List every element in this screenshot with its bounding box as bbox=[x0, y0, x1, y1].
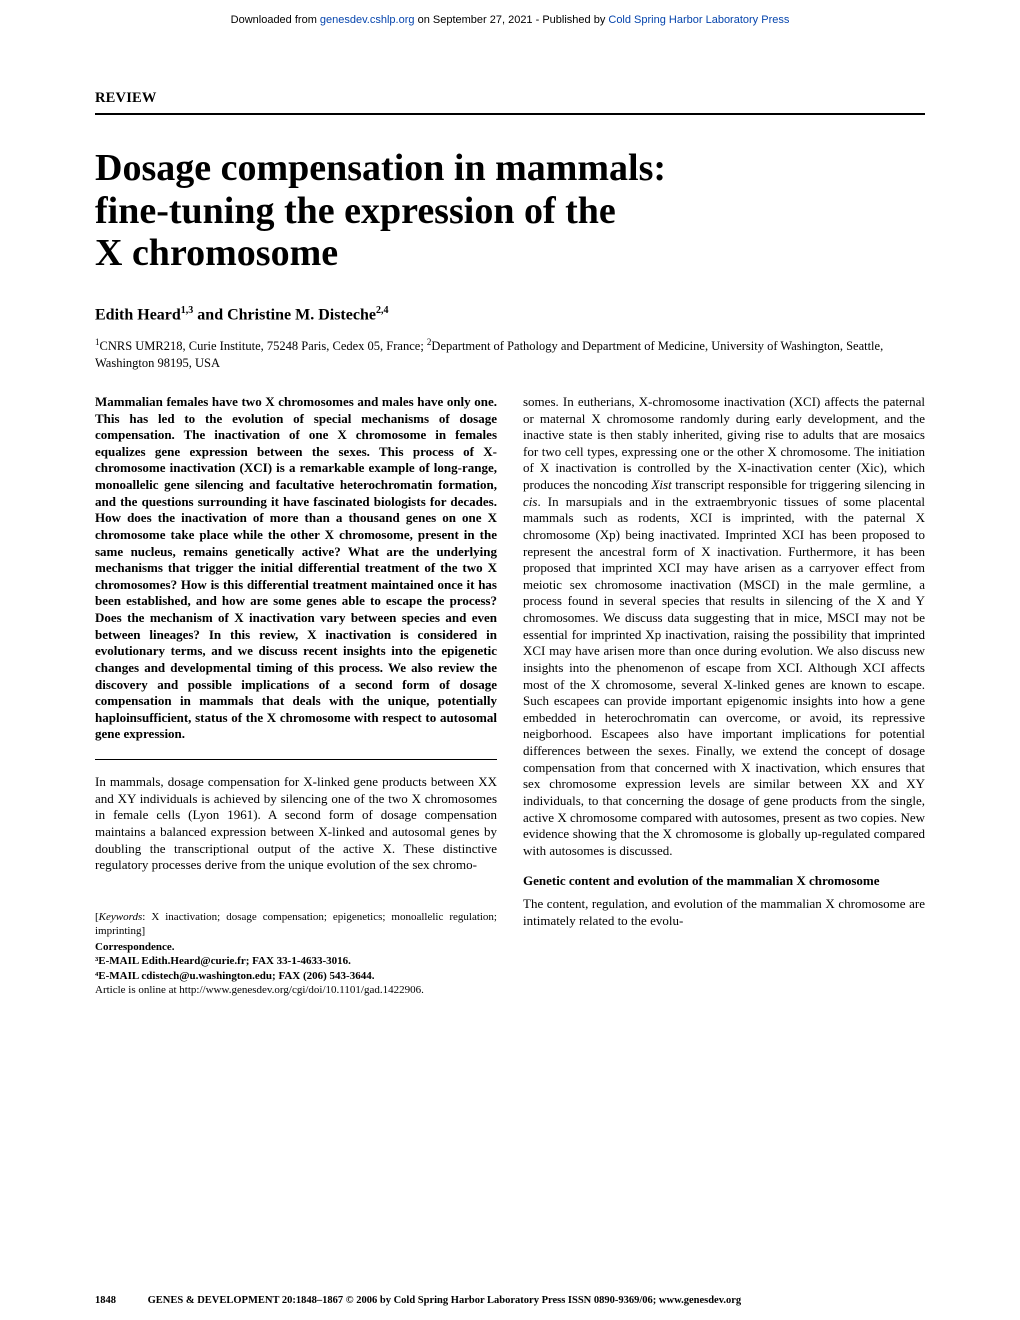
keywords-label: [Keywords: bbox=[95, 911, 145, 923]
download-bar: Downloaded from genesdev.cshlp.org on Se… bbox=[0, 0, 1020, 32]
authors: Edith Heard1,3 and Christine M. Disteche… bbox=[95, 305, 925, 324]
download-link-2[interactable]: Cold Spring Harbor Laboratory Press bbox=[608, 14, 789, 26]
section-paragraph: The content, regulation, and evolution o… bbox=[523, 896, 925, 929]
affiliations: 1CNRS UMR218, Curie Institute, 75248 Par… bbox=[95, 336, 925, 372]
page-number: 1848 bbox=[95, 1295, 145, 1306]
correspondence-label: Correspondence. bbox=[95, 940, 497, 954]
correspondence-line-1: ³E-MAIL Edith.Heard@curie.fr; FAX 33-1-4… bbox=[95, 954, 497, 969]
abstract-rule bbox=[95, 759, 497, 760]
download-mid: on September 27, 2021 - Published by bbox=[418, 14, 609, 26]
abstract: Mammalian females have two X chromosomes… bbox=[95, 394, 497, 743]
correspondence-line-2: ⁴E-MAIL cdistech@u.washington.edu; FAX (… bbox=[95, 969, 497, 984]
two-column-body: Mammalian females have two X chromosomes… bbox=[95, 394, 925, 1134]
right-column-paragraph: somes. In eutherians, X-chromosome inact… bbox=[523, 394, 925, 860]
footer-citation: GENES & DEVELOPMENT 20:1848–1867 © 2006 … bbox=[148, 1295, 742, 1306]
review-label: REVIEW bbox=[95, 90, 925, 107]
keywords-block: [Keywords: X inactivation; dosage compen… bbox=[95, 910, 497, 938]
title-line-1: Dosage compensation in mammals: bbox=[95, 147, 666, 189]
article-online: Article is online at http://www.genesdev… bbox=[95, 983, 497, 998]
intro-paragraph: In mammals, dosage compensation for X-li… bbox=[95, 774, 497, 874]
keywords-text: X inactivation; dosage compensation; epi… bbox=[95, 911, 497, 937]
title-rule bbox=[95, 113, 925, 115]
section-heading-genetic-content: Genetic content and evolution of the mam… bbox=[523, 873, 925, 890]
title-line-2: fine-tuning the expression of the bbox=[95, 190, 616, 232]
page-content: REVIEW Dosage compensation in mammals: f… bbox=[0, 90, 1020, 1134]
download-prefix: Downloaded from bbox=[231, 14, 320, 26]
download-link-1[interactable]: genesdev.cshlp.org bbox=[320, 14, 415, 26]
page-footer: 1848 GENES & DEVELOPMENT 20:1848–1867 © … bbox=[95, 1295, 925, 1306]
title-line-3: X chromosome bbox=[95, 232, 338, 274]
article-title: Dosage compensation in mammals: fine-tun… bbox=[95, 147, 925, 275]
